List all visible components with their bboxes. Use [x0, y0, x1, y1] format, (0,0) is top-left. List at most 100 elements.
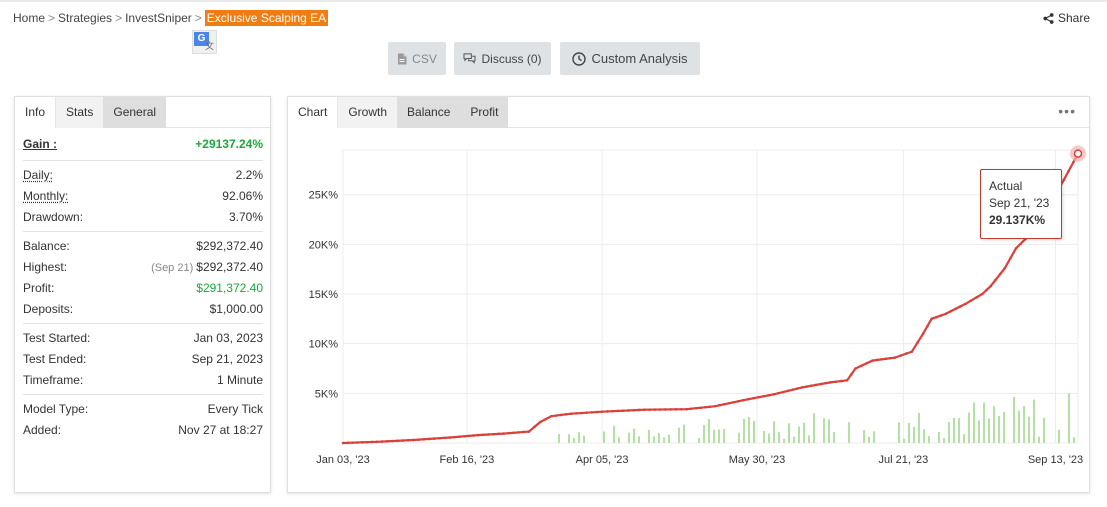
data-point	[819, 382, 823, 386]
data-point	[527, 430, 531, 433]
tab-general[interactable]: General	[103, 97, 167, 128]
info-label[interactable]: Daily:	[23, 167, 54, 182]
x-tick-label: Sep 13, '23	[1028, 454, 1083, 466]
data-point	[375, 440, 379, 444]
data-point	[791, 388, 794, 391]
csv-button[interactable]: CSV	[388, 42, 446, 75]
volume-bar	[1013, 396, 1015, 443]
volume-bar	[828, 419, 830, 443]
chart-tabs: Chart Growth Balance Profit	[288, 97, 1089, 128]
gain-label[interactable]: Gain :	[23, 137, 58, 151]
volume-bar	[863, 429, 865, 443]
data-point	[658, 408, 662, 411]
info-row: Balance: $292,372.40	[23, 235, 263, 256]
volume-bar	[713, 429, 715, 443]
data-point	[517, 431, 521, 434]
tab-growth[interactable]: Growth	[337, 97, 398, 128]
data-point	[611, 409, 614, 413]
data-point	[341, 441, 345, 445]
data-point	[574, 412, 578, 415]
info-value-text: Every Tick	[207, 401, 263, 416]
data-point	[550, 414, 553, 418]
info-rows: Gain : +29137.24% Daily: 2.2% Monthly: 92.0…	[15, 128, 270, 444]
data-point	[810, 384, 813, 388]
volume-bar	[603, 431, 605, 443]
data-point	[959, 305, 962, 308]
data-point	[865, 361, 869, 365]
tab-stats[interactable]: Stats	[55, 97, 104, 128]
volume-bar	[743, 418, 745, 443]
info-value: $292,372.40	[196, 239, 263, 253]
discuss-button[interactable]: Discuss (0)	[454, 42, 551, 75]
chart-panel: Chart Growth Balance Profit ••• Jan 03, …	[287, 96, 1090, 493]
volume-bar	[638, 436, 640, 443]
data-point	[916, 341, 919, 344]
info-group: Daily: 2.2% Monthly: 92.06% Drawdown: 3.70%	[23, 161, 263, 232]
data-point	[727, 401, 731, 405]
breadcrumb-home-link[interactable]: Home	[13, 11, 46, 25]
data-point	[736, 399, 740, 403]
data-point	[606, 410, 609, 413]
data-point	[889, 356, 892, 360]
breadcrumb: Home > Strategies > InvestSniper > Exclusive S…	[13, 10, 329, 26]
volume-bar	[618, 437, 620, 443]
data-point	[934, 315, 938, 319]
data-point	[828, 381, 832, 384]
data-point	[854, 367, 857, 370]
volume-bar	[973, 402, 975, 443]
data-point	[949, 310, 952, 313]
info-label[interactable]: Monthly:	[23, 188, 69, 203]
data-point	[669, 408, 673, 411]
info-value: Nov 27 at 18:27	[178, 423, 263, 437]
volume-bar	[763, 430, 765, 443]
volume-bar	[668, 434, 670, 443]
chart-tooltip: Actual Sep 21, '23 29.137K%	[980, 169, 1062, 239]
y-tick-label: 25K%	[309, 190, 339, 202]
data-point	[786, 389, 790, 393]
info-row: Profit: $291,372.40	[23, 277, 263, 298]
custom-analysis-button[interactable]: Custom Analysis	[560, 42, 700, 75]
data-point	[998, 272, 1002, 276]
data-point	[884, 357, 888, 361]
data-point	[507, 431, 510, 435]
volume-bar	[753, 420, 755, 443]
more-options-icon[interactable]: •••	[1058, 103, 1076, 119]
tab-info[interactable]: Info	[15, 97, 56, 128]
tab-balance[interactable]: Balance	[397, 97, 461, 128]
volume-bar	[813, 413, 815, 443]
tab-profit[interactable]: Profit	[460, 97, 509, 128]
data-point	[704, 405, 707, 409]
info-label: Added:	[23, 422, 62, 437]
data-point	[396, 439, 400, 443]
data-point	[643, 408, 646, 412]
data-point	[616, 409, 620, 413]
tooltip-date: Sep 21, '23	[989, 196, 1050, 210]
volume-bar	[613, 425, 615, 443]
volume-bar	[978, 420, 980, 443]
info-value: Sep 21, 2023	[192, 352, 263, 366]
data-point	[834, 380, 838, 384]
breadcrumb-user-link[interactable]: InvestSniper	[125, 11, 192, 25]
data-point	[899, 354, 902, 357]
data-point	[555, 414, 558, 417]
breadcrumb-strategies-link[interactable]: Strategies	[58, 11, 113, 25]
data-point	[689, 407, 693, 411]
volume-bar	[773, 421, 775, 443]
volume-bar	[958, 418, 960, 443]
info-row: Drawdown: 3.70%	[23, 207, 263, 228]
volume-bar	[1018, 410, 1020, 443]
info-value: (Sep 21) $292,372.40	[151, 260, 263, 274]
volume-bar	[788, 423, 790, 443]
volume-bar	[968, 412, 970, 443]
volume-bar	[703, 424, 705, 443]
data-point	[989, 284, 993, 288]
data-point	[422, 438, 426, 441]
tab-chart[interactable]: Chart	[288, 97, 338, 128]
share-button[interactable]: Share	[1043, 11, 1090, 25]
data-point	[627, 409, 630, 412]
data-point	[356, 441, 359, 444]
data-point	[412, 438, 415, 442]
data-point	[800, 386, 804, 389]
data-point	[487, 433, 490, 436]
